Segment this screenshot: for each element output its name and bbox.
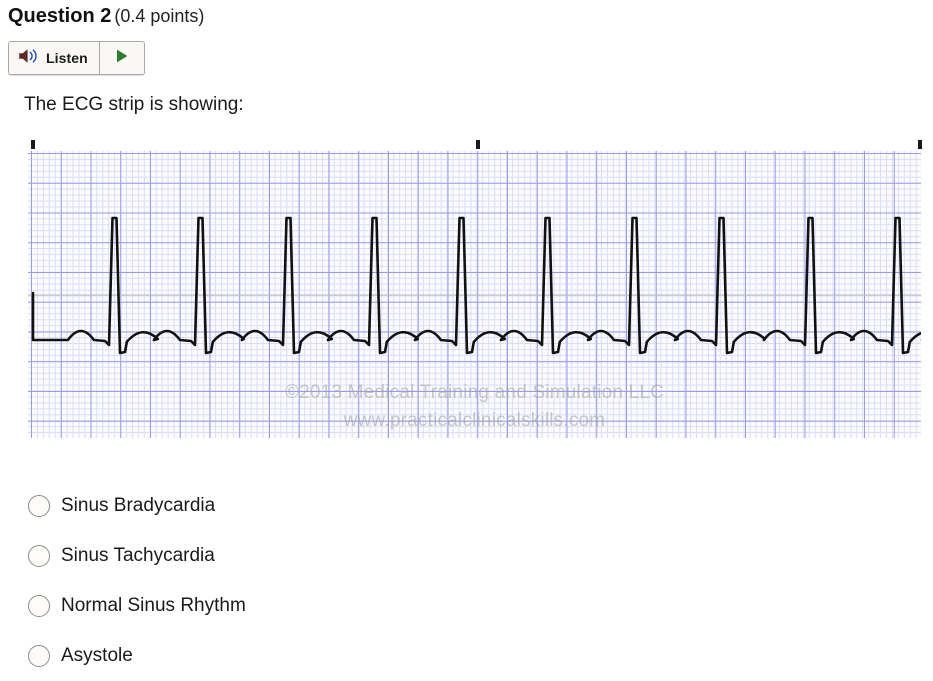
- question-prompt: The ECG strip is showing:: [24, 94, 244, 115]
- option-label-1: Sinus Tachycardia: [61, 545, 215, 566]
- option-row-0[interactable]: Sinus Bradycardia: [28, 481, 628, 531]
- ecg-time-tick: [918, 140, 922, 149]
- radio-button-1[interactable]: [28, 545, 50, 567]
- listen-button-label: Listen: [46, 50, 88, 66]
- radio-button-2[interactable]: [28, 595, 50, 617]
- listen-button[interactable]: Listen: [9, 42, 100, 74]
- audio-toolbar: Listen: [8, 41, 145, 75]
- option-row-2[interactable]: Normal Sinus Rhythm: [28, 581, 628, 631]
- answer-options-group: Sinus Bradycardia Sinus Tachycardia Norm…: [28, 481, 628, 681]
- option-label-3: Asystole: [61, 645, 133, 666]
- page-title: Question 2 (0.4 points): [8, 2, 204, 30]
- ecg-time-ticks: [28, 138, 924, 150]
- option-label-0: Sinus Bradycardia: [61, 495, 216, 516]
- play-button[interactable]: [99, 42, 144, 74]
- radio-button-0[interactable]: [28, 495, 50, 517]
- question-points: (0.4 points): [114, 6, 205, 26]
- ecg-grid-paper: ©2013 Medical Training and Simulation LL…: [28, 151, 921, 438]
- play-triangle-icon: [114, 48, 130, 69]
- option-row-1[interactable]: Sinus Tachycardia: [28, 531, 628, 581]
- ecg-time-tick: [476, 140, 480, 149]
- option-row-3[interactable]: Asystole: [28, 631, 628, 681]
- radio-button-3[interactable]: [28, 645, 50, 667]
- ecg-strip-figure: ©2013 Medical Training and Simulation LL…: [28, 138, 924, 440]
- ecg-time-tick: [31, 140, 35, 149]
- ecg-waveform-trace: [28, 216, 921, 355]
- question-number: Question 2: [8, 5, 112, 27]
- option-label-2: Normal Sinus Rhythm: [61, 595, 246, 616]
- speaker-icon: [18, 48, 40, 69]
